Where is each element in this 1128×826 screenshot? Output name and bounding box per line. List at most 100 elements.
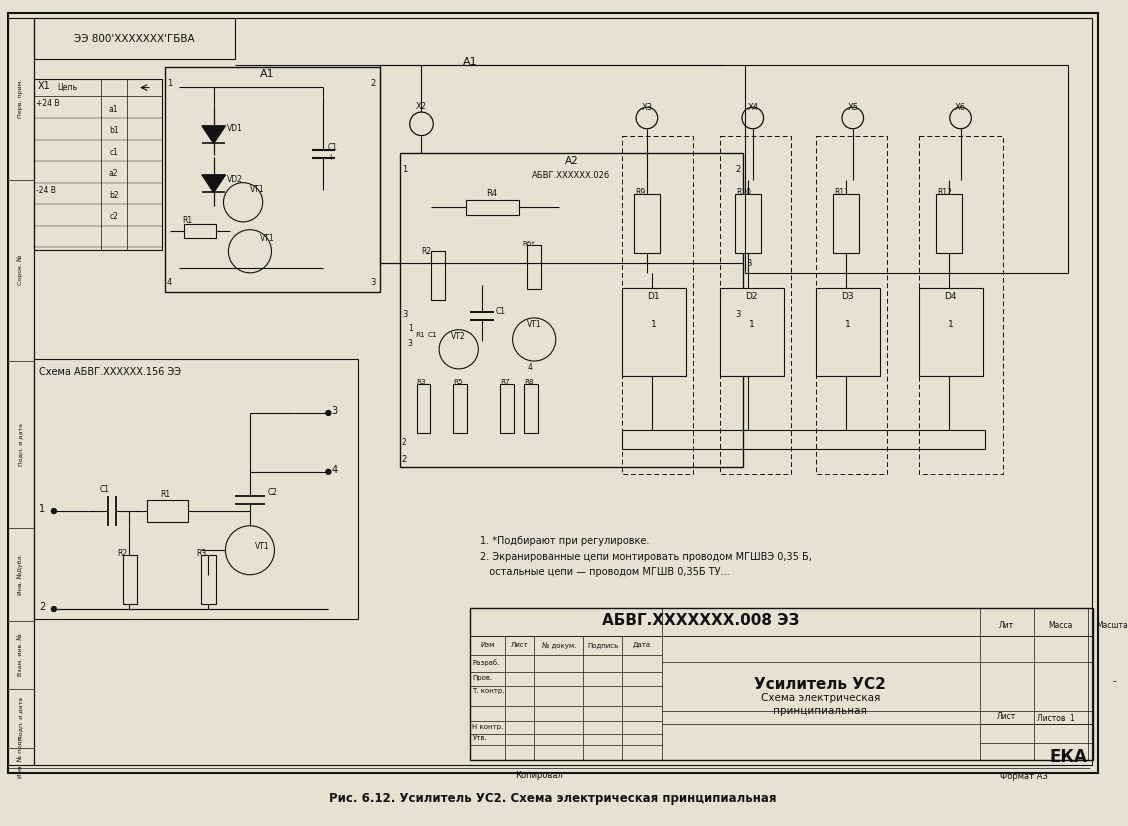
Bar: [201, 555, 215, 604]
Bar: [721, 135, 791, 474]
Text: Схема АБВГ.XXXXXX.156 ЭЭ: Схема АБВГ.XXXXXX.156 ЭЭ: [39, 367, 182, 377]
Text: A1: A1: [464, 57, 478, 67]
Text: A1: A1: [261, 69, 275, 79]
Text: Копировал: Копировал: [515, 771, 563, 781]
Circle shape: [326, 411, 331, 415]
Bar: [936, 194, 961, 254]
Text: R5: R5: [452, 378, 462, 385]
Text: -: -: [1112, 676, 1117, 686]
Text: 3: 3: [402, 310, 407, 319]
Bar: [735, 194, 760, 254]
Text: R9: R9: [635, 188, 645, 197]
Text: VT2: VT2: [451, 332, 466, 340]
Text: а2: а2: [109, 169, 118, 178]
Text: 4: 4: [527, 363, 532, 372]
Text: 1: 1: [948, 320, 953, 329]
Text: VD2: VD2: [228, 175, 244, 184]
Text: D4: D4: [944, 292, 957, 301]
Text: Подп. и дата: Подп. и дата: [18, 697, 23, 740]
Text: Н контр.: Н контр.: [473, 724, 504, 729]
Text: C1: C1: [100, 485, 109, 494]
Bar: [525, 383, 538, 433]
Text: 1. *Подбирают при регулировке.: 1. *Подбирают при регулировке.: [481, 535, 650, 545]
Bar: [634, 194, 660, 254]
Bar: [470, 608, 1093, 760]
Text: R1: R1: [415, 332, 425, 338]
Bar: [919, 135, 1003, 474]
Bar: [623, 287, 686, 376]
Text: Схема электрическая: Схема электрическая: [760, 693, 880, 703]
Text: R11: R11: [834, 188, 849, 197]
Text: R1: R1: [183, 216, 193, 225]
Circle shape: [52, 509, 56, 514]
Bar: [500, 383, 513, 433]
Text: 4: 4: [332, 465, 337, 475]
Text: Усилитель УС2: Усилитель УС2: [755, 676, 887, 691]
Text: R3: R3: [196, 549, 206, 558]
Text: VD1: VD1: [228, 124, 244, 133]
Text: b1: b1: [109, 126, 118, 135]
Text: Инв. №Дубл.: Инв. №Дубл.: [18, 553, 24, 595]
Bar: [34, 18, 236, 59]
Text: № докум.: № докум.: [541, 642, 576, 648]
Text: X5: X5: [847, 103, 858, 112]
Text: A2: A2: [565, 156, 579, 166]
Circle shape: [52, 606, 56, 611]
Text: Подп. и дата: Подп. и дата: [18, 423, 23, 466]
Text: 1: 1: [39, 504, 45, 514]
Text: АБВГ.XXXXXX.026: АБВГ.XXXXXX.026: [532, 171, 610, 180]
Text: а1: а1: [109, 105, 118, 114]
Text: R3: R3: [416, 378, 426, 385]
Text: -24 В: -24 В: [36, 186, 56, 195]
Text: X6: X6: [955, 103, 967, 112]
Text: c2: c2: [109, 212, 118, 221]
Text: Подпись: Подпись: [588, 643, 618, 648]
Text: Инв. № подл.: Инв. № подл.: [18, 734, 24, 778]
Text: 2. Экранированные цепи монтировать проводом МГШВЭ 0,35 Б,: 2. Экранированные цепи монтировать прово…: [481, 553, 812, 563]
Bar: [8, 18, 34, 765]
Text: R12: R12: [937, 188, 952, 197]
Text: Лист: Лист: [511, 643, 528, 648]
Text: Формат А3: Формат А3: [999, 771, 1048, 781]
Text: 2: 2: [735, 165, 740, 174]
Text: 3: 3: [735, 310, 740, 319]
Text: VT1: VT1: [527, 320, 541, 329]
Bar: [400, 154, 743, 467]
Text: Т. контр.: Т. контр.: [473, 688, 505, 695]
Bar: [527, 245, 541, 289]
Text: Лист: Лист: [997, 712, 1016, 721]
Bar: [431, 251, 446, 301]
Text: 4: 4: [167, 278, 171, 287]
Text: ЭЭ 800'XXXXXXX'ГБВА: ЭЭ 800'XXXXXXX'ГБВА: [74, 34, 195, 44]
Text: +24 В: +24 В: [36, 99, 60, 108]
Text: R8: R8: [525, 378, 534, 385]
Text: Масса: Масса: [1048, 621, 1073, 630]
Text: Разраб.: Разраб.: [473, 659, 500, 666]
Bar: [817, 287, 880, 376]
Bar: [34, 359, 358, 619]
Circle shape: [326, 469, 331, 474]
Text: X4: X4: [747, 103, 758, 112]
Text: Цепь: Цепь: [58, 83, 78, 92]
Text: C2: C2: [267, 488, 277, 497]
Text: Изм: Изм: [479, 643, 494, 648]
Text: Сорок. №: Сорок. №: [18, 254, 24, 285]
Bar: [452, 383, 467, 433]
Text: X3: X3: [642, 103, 652, 112]
Text: R10: R10: [737, 188, 751, 197]
Text: D1: D1: [647, 292, 660, 301]
Text: Перв. прим.: Перв. прим.: [18, 78, 23, 118]
Text: 3: 3: [746, 259, 751, 268]
Text: принципиальная: принципиальная: [774, 706, 867, 716]
Text: R2: R2: [422, 247, 432, 256]
Bar: [123, 555, 138, 604]
Text: Утв.: Утв.: [473, 735, 487, 742]
Text: 1: 1: [845, 320, 851, 329]
Bar: [623, 135, 693, 474]
Bar: [817, 135, 887, 474]
Text: Рис. 6.12. Усилитель УС2. Схема электрическая принципиальная: Рис. 6.12. Усилитель УС2. Схема электрич…: [329, 792, 776, 805]
Text: 2: 2: [402, 438, 406, 447]
Text: 3: 3: [407, 339, 413, 349]
Text: X1: X1: [37, 81, 50, 91]
Text: АБВГ.XXXXXXX.008 ЭЗ: АБВГ.XXXXXXX.008 ЭЗ: [602, 613, 800, 628]
